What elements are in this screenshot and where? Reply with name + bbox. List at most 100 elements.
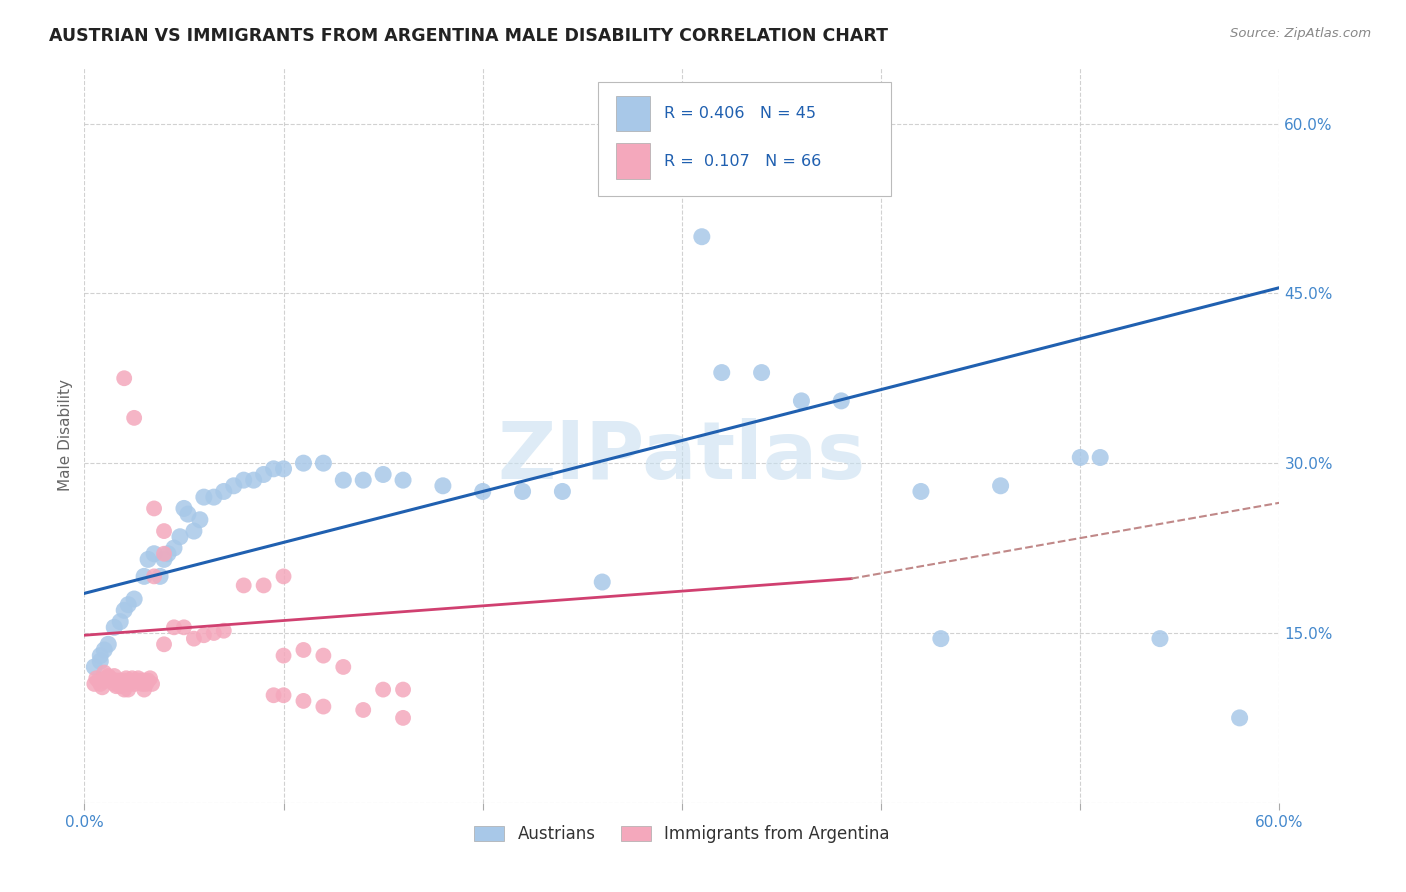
Point [352, 473, 374, 487]
Point [111, 677, 134, 691]
Point [830, 393, 852, 408]
Point [120, 673, 142, 688]
Point [136, 673, 159, 688]
Point [232, 473, 254, 487]
Point [212, 624, 235, 638]
Point [122, 410, 145, 425]
Text: R =  0.107   N = 66: R = 0.107 N = 66 [664, 153, 821, 169]
Point [173, 620, 195, 634]
Point [1229, 711, 1251, 725]
Y-axis label: Male Disability: Male Disability [58, 379, 73, 491]
Point [93, 665, 115, 680]
Point [392, 682, 415, 697]
Point [132, 569, 156, 583]
Point [110, 673, 132, 688]
FancyBboxPatch shape [599, 81, 891, 195]
Point [193, 628, 215, 642]
Point [432, 479, 454, 493]
Point [153, 637, 176, 651]
Point [1069, 450, 1091, 465]
Point [990, 479, 1012, 493]
Point [332, 660, 354, 674]
Point [312, 699, 335, 714]
Point [121, 671, 143, 685]
Point [312, 648, 335, 663]
Point [103, 669, 125, 683]
Point [163, 541, 186, 555]
Point [929, 632, 952, 646]
Point [97, 637, 120, 651]
Point [153, 547, 176, 561]
Text: Source: ZipAtlas.com: Source: ZipAtlas.com [1230, 27, 1371, 40]
Point [312, 456, 335, 470]
Point [89, 648, 111, 663]
Point [136, 552, 159, 566]
Point [132, 682, 156, 697]
Point [273, 648, 295, 663]
Point [105, 673, 128, 688]
Point [392, 711, 415, 725]
Point [110, 615, 132, 629]
Point [600, 139, 623, 153]
Point [242, 473, 264, 487]
Point [131, 677, 153, 691]
Point [115, 671, 138, 685]
Point [112, 673, 135, 688]
Point [139, 671, 162, 685]
Point [105, 679, 128, 693]
Point [110, 679, 132, 693]
Point [93, 643, 115, 657]
Point [103, 620, 125, 634]
Point [143, 569, 166, 583]
Point [96, 671, 118, 685]
Point [125, 673, 148, 688]
Point [188, 513, 211, 527]
Point [103, 677, 125, 691]
Point [97, 669, 120, 683]
Point [163, 620, 186, 634]
Point [89, 677, 111, 691]
Point [89, 654, 111, 668]
Point [132, 673, 156, 688]
Point [591, 575, 613, 590]
Point [232, 578, 254, 592]
Point [202, 626, 225, 640]
Text: ZIPatlas: ZIPatlas [498, 418, 866, 496]
Point [173, 501, 195, 516]
Point [117, 677, 139, 691]
Point [101, 673, 124, 688]
Point [551, 484, 574, 499]
Point [222, 479, 245, 493]
Point [141, 677, 163, 691]
Point [253, 578, 276, 592]
Point [1149, 632, 1171, 646]
Point [273, 688, 295, 702]
Point [710, 366, 733, 380]
Point [273, 462, 295, 476]
Point [751, 366, 773, 380]
Point [107, 675, 129, 690]
Point [157, 547, 180, 561]
Point [690, 229, 713, 244]
Point [87, 673, 110, 688]
Point [292, 694, 315, 708]
Point [122, 592, 145, 607]
Point [177, 507, 200, 521]
Point [263, 688, 285, 702]
Legend: Austrians, Immigrants from Argentina: Austrians, Immigrants from Argentina [468, 818, 896, 850]
Point [263, 462, 285, 476]
Point [112, 603, 135, 617]
Point [273, 569, 295, 583]
Point [253, 467, 276, 482]
Point [790, 393, 813, 408]
Point [193, 490, 215, 504]
Point [86, 671, 108, 685]
Point [83, 660, 105, 674]
Point [143, 547, 166, 561]
Point [135, 677, 157, 691]
Point [153, 524, 176, 538]
FancyBboxPatch shape [616, 95, 650, 131]
Point [149, 569, 172, 583]
Point [98, 671, 121, 685]
Point [83, 677, 105, 691]
